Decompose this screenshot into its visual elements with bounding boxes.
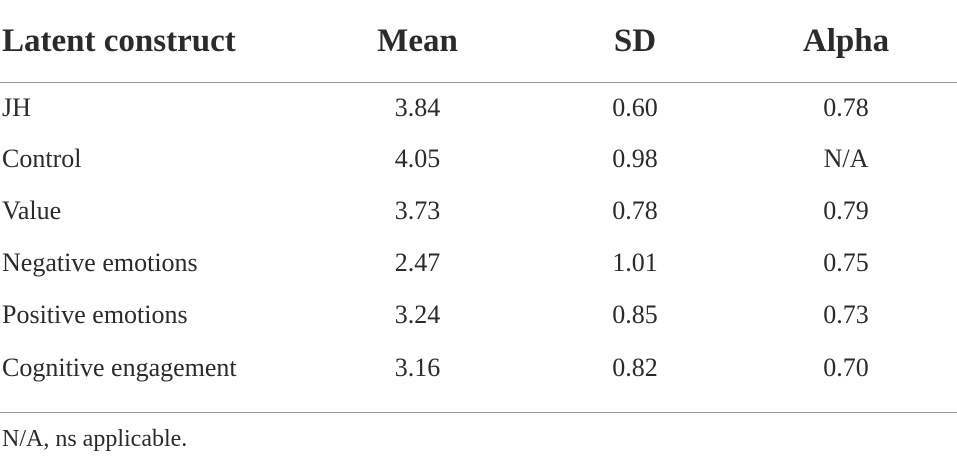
- cell-mean: 3.24: [394, 300, 441, 329]
- table-row: JH 3.84 0.60 0.78: [0, 83, 957, 134]
- cell-construct: JH: [2, 93, 31, 122]
- cell-mean: 2.47: [394, 248, 441, 277]
- cell-sd: 0.78: [612, 196, 658, 225]
- statistics-table-container: Latent construct Mean SD Alpha JH 3.84 0…: [0, 0, 957, 394]
- cell-sd: 0.98: [612, 144, 658, 173]
- cell-construct: Negative emotions: [2, 248, 198, 277]
- table-row: Negative emotions 2.47 1.01 0.75: [0, 237, 957, 289]
- statistics-table: Latent construct Mean SD Alpha JH 3.84 0…: [0, 0, 957, 394]
- cell-alpha: 0.78: [823, 93, 869, 122]
- table-header-row: Latent construct Mean SD Alpha: [0, 0, 957, 83]
- header-alpha: Alpha: [735, 0, 957, 83]
- table-row: Positive emotions 3.24 0.85 0.73: [0, 289, 957, 341]
- table-row: Control 4.05 0.98 N/A: [0, 133, 957, 185]
- cell-sd: 0.60: [612, 93, 658, 122]
- cell-mean: 3.73: [394, 196, 441, 225]
- cell-construct: Cognitive engagement: [2, 352, 237, 382]
- cell-alpha: 0.75: [823, 248, 869, 277]
- table-footnote: N/A, ns applicable.: [2, 426, 188, 452]
- cell-mean: 3.84: [394, 93, 441, 122]
- cell-alpha: N/A: [823, 144, 869, 173]
- cell-construct: Positive emotions: [2, 300, 188, 329]
- cell-sd: 0.85: [612, 300, 658, 329]
- table-bottom-rule: [0, 412, 957, 413]
- table-row: Value 3.73 0.78 0.79: [0, 185, 957, 237]
- cell-sd: 0.82: [612, 352, 658, 382]
- header-sd: SD: [535, 0, 735, 83]
- header-mean: Mean: [300, 0, 535, 83]
- cell-sd: 1.01: [612, 248, 658, 277]
- cell-construct: Value: [2, 196, 62, 225]
- cell-alpha: 0.79: [823, 196, 869, 225]
- header-latent-construct: Latent construct: [0, 0, 300, 83]
- cell-alpha: 0.70: [823, 352, 869, 382]
- cell-construct: Control: [2, 144, 82, 173]
- cell-mean: 4.05: [394, 144, 441, 173]
- cell-mean: 3.16: [394, 352, 441, 382]
- table-row: Cognitive engagement 3.16 0.82 0.70: [0, 341, 957, 394]
- cell-alpha: 0.73: [823, 300, 869, 329]
